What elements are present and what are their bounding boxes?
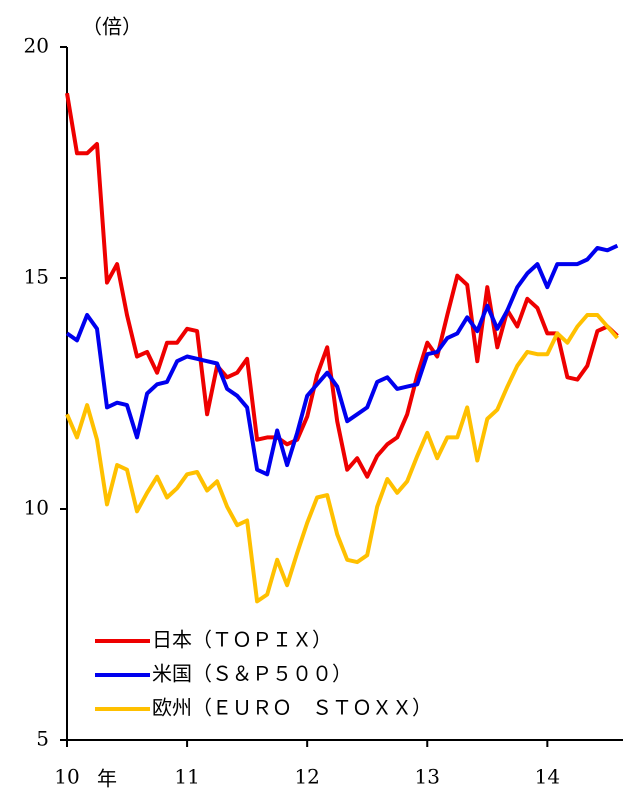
y-tick-label: 5 bbox=[36, 727, 49, 751]
x-tick-label: 12 bbox=[294, 765, 319, 789]
y-tick-label: 15 bbox=[24, 265, 49, 289]
y-axis-label: （倍） bbox=[82, 15, 142, 39]
x-tick-label: 13 bbox=[415, 765, 440, 789]
y-tick-label: 10 bbox=[24, 496, 49, 520]
y-tick-label: 20 bbox=[24, 34, 49, 58]
series-line bbox=[65, 313, 619, 604]
x-tick-label: 11 bbox=[174, 765, 199, 789]
series-line bbox=[65, 243, 619, 477]
legend-label: 日本（ＴＯＰＩＸ） bbox=[152, 628, 332, 652]
series-line bbox=[65, 92, 619, 479]
legend-label: 米国（Ｓ＆Ｐ５００） bbox=[152, 662, 352, 686]
x-axis-unit: 年 bbox=[97, 767, 117, 791]
legend-label: 欧州（ＥＵＲＯ ＳＴＯＸＸ） bbox=[152, 696, 432, 720]
x-tick-label: 14 bbox=[535, 765, 560, 789]
x-tick-label: 10 bbox=[54, 765, 79, 789]
